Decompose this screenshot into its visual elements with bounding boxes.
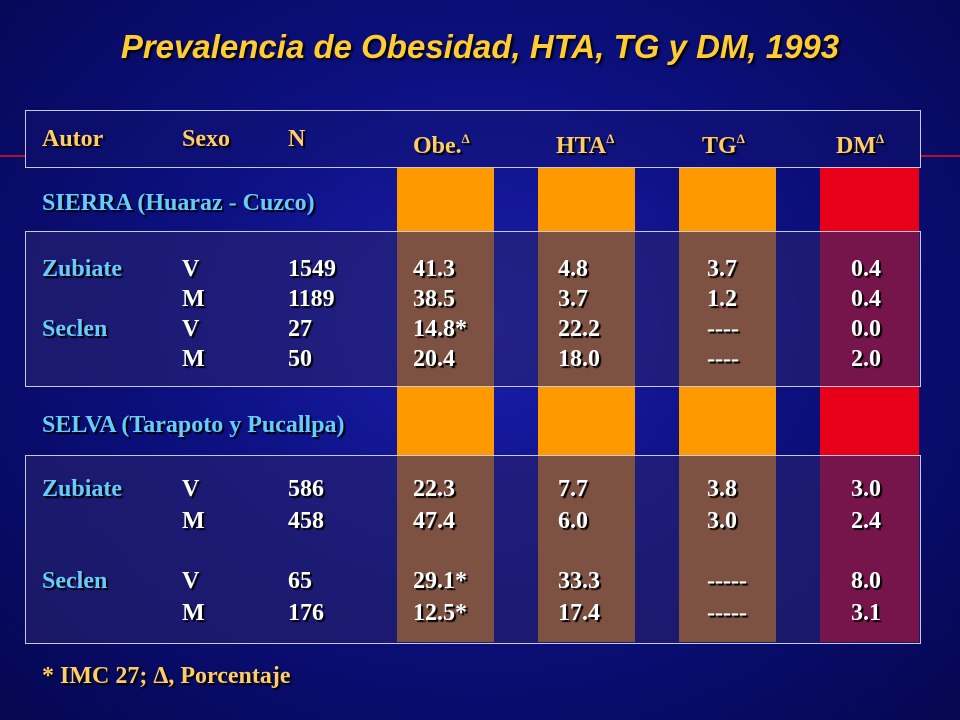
cell-sexo: M [182, 286, 205, 312]
cell-hta: 3.7 [558, 286, 588, 312]
cell-n: 1549 [288, 256, 336, 282]
cell-dm: 2.4 [851, 508, 881, 534]
cell-autor: Seclen [42, 568, 108, 594]
footnote: * IMC 27; Δ, Porcentaje [42, 663, 291, 689]
cell-dm: 2.0 [851, 346, 881, 372]
cell-tg: 1.2 [707, 286, 737, 312]
cell-obe: 20.4 [413, 346, 455, 372]
cell-sexo: M [182, 346, 205, 372]
header-box [25, 110, 921, 168]
cell-tg: ---- [707, 346, 739, 372]
cell-dm: 0.0 [851, 316, 881, 342]
cell-sexo: M [182, 508, 205, 534]
cell-tg: ----- [707, 600, 747, 626]
cell-tg: ----- [707, 568, 747, 594]
cell-hta: 4.8 [558, 256, 588, 282]
decorative-line-left [0, 155, 25, 157]
header-sexo: Sexo [182, 126, 230, 152]
cell-sexo: V [182, 256, 200, 282]
cell-n: 458 [288, 508, 324, 534]
cell-obe: 22.3 [413, 476, 455, 502]
cell-dm: 0.4 [851, 286, 881, 312]
cell-n: 1189 [288, 286, 335, 312]
cell-n: 65 [288, 568, 312, 594]
header-n: N [288, 126, 306, 152]
cell-dm: 3.1 [851, 600, 881, 626]
cell-hta: 33.3 [558, 568, 600, 594]
cell-hta: 6.0 [558, 508, 588, 534]
cell-autor: Zubiate [42, 476, 123, 502]
sierra-data-box [25, 231, 921, 387]
cell-dm: 8.0 [851, 568, 881, 594]
cell-hta: 17.4 [558, 600, 600, 626]
cell-obe: 29.1* [413, 568, 467, 594]
header-hta: HTAΔ [556, 131, 615, 159]
cell-n: 176 [288, 600, 324, 626]
cell-tg: 3.0 [707, 508, 737, 534]
cell-dm: 3.0 [851, 476, 881, 502]
cell-hta: 18.0 [558, 346, 600, 372]
section-label-sierra: SIERRA (Huaraz - Cuzco) [42, 190, 315, 216]
cell-sexo: M [182, 600, 205, 626]
cell-obe: 12.5* [413, 600, 467, 626]
section-label-selva: SELVA (Tarapoto y Pucallpa) [42, 412, 345, 438]
delta-symbol: Δ [875, 131, 885, 146]
cell-obe: 47.4 [413, 508, 455, 534]
header-tg: TGΔ [702, 131, 745, 159]
cell-dm: 0.4 [851, 256, 881, 282]
cell-n: 27 [288, 316, 312, 342]
cell-n: 586 [288, 476, 324, 502]
cell-obe: 14.8* [413, 316, 467, 342]
cell-obe: 38.5 [413, 286, 455, 312]
cell-obe: 41.3 [413, 256, 455, 282]
cell-autor: Seclen [42, 316, 108, 342]
delta-symbol: Δ [736, 131, 745, 146]
delta-symbol: Δ [461, 131, 470, 146]
cell-tg: ---- [707, 316, 739, 342]
cell-hta: 22.2 [558, 316, 600, 342]
selva-data-box [25, 455, 921, 644]
cell-autor: Zubiate [42, 256, 123, 282]
slide-title: Prevalencia de Obesidad, HTA, TG y DM, 1… [120, 28, 840, 65]
header-autor: Autor [42, 126, 104, 152]
cell-tg: 3.8 [707, 476, 737, 502]
header-obe: Obe.Δ [413, 131, 470, 159]
decorative-line-right [920, 155, 960, 157]
cell-sexo: V [182, 316, 200, 342]
cell-n: 50 [288, 346, 312, 372]
cell-sexo: V [182, 568, 200, 594]
cell-hta: 7.7 [558, 476, 588, 502]
header-dm: DMΔ [836, 131, 885, 159]
delta-symbol: Δ [606, 131, 615, 146]
cell-tg: 3.7 [707, 256, 737, 282]
cell-sexo: V [182, 476, 200, 502]
